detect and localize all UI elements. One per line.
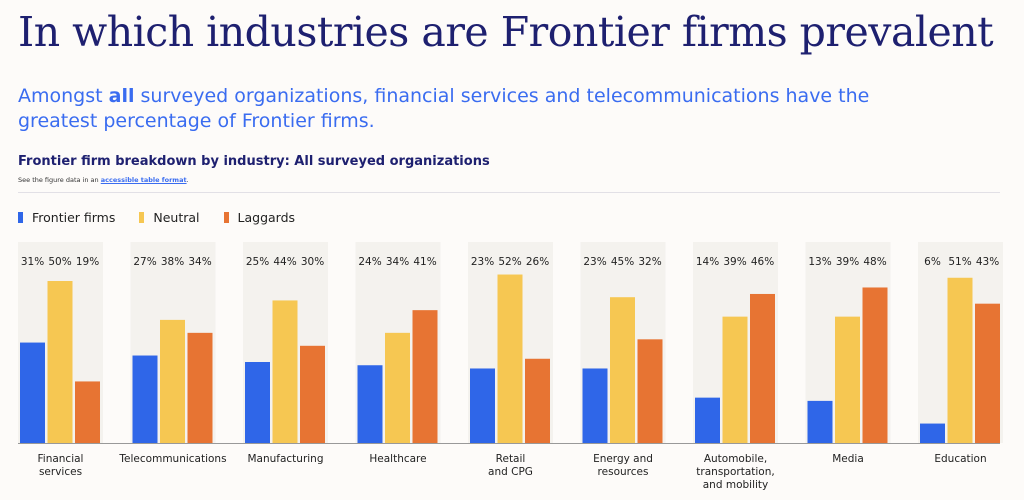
category-label: Manufacturing: [247, 453, 323, 465]
page-title: In which industries are Frontier firms p…: [18, 8, 994, 56]
data-label: 46%: [751, 256, 774, 268]
category-label: services: [39, 466, 82, 478]
legend-swatch: [223, 212, 229, 223]
bar-laggards: [862, 287, 888, 443]
category-label: and mobility: [703, 479, 769, 491]
data-label: 26%: [526, 256, 549, 268]
data-label: 30%: [301, 256, 324, 268]
divider: [18, 192, 1000, 193]
data-label: 14%: [696, 256, 719, 268]
data-label: 50%: [48, 256, 71, 268]
data-label: 25%: [246, 256, 269, 268]
bar-neutral: [722, 316, 748, 443]
bar-neutral: [947, 277, 973, 443]
data-label: 23%: [471, 256, 494, 268]
legend-swatch: [18, 212, 23, 223]
category-label: Financial: [38, 453, 84, 465]
data-label: 6%: [924, 256, 941, 268]
subtitle-text: Amongst: [18, 85, 109, 107]
bar-neutral: [160, 319, 185, 443]
data-label: 13%: [808, 256, 831, 268]
subtitle-text-end: surveyed organizations, financial servic…: [18, 85, 870, 132]
bar-neutral: [610, 297, 635, 443]
bar-laggards: [637, 339, 663, 443]
legend-label: Laggards: [237, 210, 296, 225]
legend-swatch: [139, 212, 145, 223]
data-label: 23%: [583, 256, 606, 268]
data-label: 32%: [638, 256, 661, 268]
category-label: Healthcare: [369, 453, 426, 465]
accessible-table-link[interactable]: accessible table format: [100, 176, 187, 184]
data-label: 34%: [188, 256, 211, 268]
bar-frontier-firms: [920, 423, 945, 443]
legend: Frontier firms Neutral Laggards: [18, 210, 295, 225]
data-label: 24%: [358, 256, 381, 268]
bar-neutral: [272, 300, 298, 443]
bar-frontier-firms: [20, 342, 45, 443]
bar-frontier-firms: [245, 362, 270, 443]
bar-frontier-firms: [695, 397, 720, 443]
data-label: 48%: [863, 256, 886, 268]
category-label: Media: [832, 453, 864, 465]
bar-frontier-firms: [132, 355, 158, 443]
bar-frontier-firms: [470, 368, 495, 443]
category-label: Automobile,: [704, 453, 767, 465]
bar-neutral: [385, 332, 410, 443]
bar-neutral: [47, 281, 73, 443]
data-label: 44%: [273, 256, 296, 268]
data-label: 51%: [948, 256, 971, 268]
data-label: 43%: [976, 256, 999, 268]
category-label: Energy and: [593, 453, 653, 465]
legend-item-frontier-firms: Frontier firms: [18, 210, 115, 225]
bar-neutral: [835, 316, 860, 443]
data-label: 39%: [723, 256, 746, 268]
bar-laggards: [75, 381, 100, 443]
legend-item-neutral: Neutral: [139, 210, 200, 225]
chart-title: Frontier firm breakdown by industry: All…: [18, 154, 490, 169]
data-label: 52%: [498, 256, 521, 268]
bar-laggards: [187, 332, 213, 443]
bar-laggards: [525, 358, 550, 443]
data-label: 38%: [161, 256, 184, 268]
data-label: 19%: [76, 256, 99, 268]
bar-laggards: [750, 293, 775, 443]
category-label: resources: [598, 466, 649, 478]
note-text: See the figure data in an: [18, 176, 101, 184]
legend-item-laggards: Laggards: [223, 210, 296, 225]
category-label: Telecommunications: [118, 453, 226, 465]
data-label: 39%: [836, 256, 859, 268]
bar-neutral: [497, 274, 523, 443]
note-end: .: [186, 176, 189, 184]
category-label: and CPG: [488, 466, 533, 478]
data-label: 41%: [413, 256, 436, 268]
table-note: See the figure data in an accessible tab…: [18, 176, 189, 184]
bar-laggards: [412, 310, 438, 443]
subtitle-bold: all: [108, 85, 135, 107]
subtitle: Amongst all surveyed organizations, fina…: [18, 84, 918, 134]
data-label: 34%: [386, 256, 409, 268]
data-label: 27%: [133, 256, 156, 268]
bar-frontier-firms: [357, 365, 383, 443]
data-label: 45%: [611, 256, 634, 268]
category-label: transportation,: [696, 466, 774, 478]
data-label: 31%: [21, 256, 44, 268]
legend-label: Neutral: [153, 210, 200, 225]
bar-laggards: [300, 345, 325, 443]
legend-label: Frontier firms: [32, 210, 116, 225]
bar-frontier-firms: [582, 368, 608, 443]
category-label: Retail: [496, 453, 526, 465]
category-label: Education: [934, 453, 986, 465]
bar-frontier-firms: [807, 400, 833, 443]
bar-laggards: [975, 303, 1000, 443]
